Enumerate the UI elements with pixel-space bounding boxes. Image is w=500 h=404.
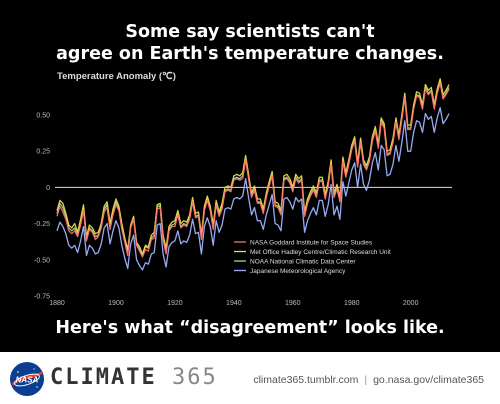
x-tick-label: 1920 <box>167 300 183 307</box>
y-tick-label: -0.50 <box>34 257 50 264</box>
series-lines <box>56 78 450 271</box>
footer-links: climate365.tumblr.com | go.nasa.gov/climat… <box>253 374 484 386</box>
series-line-4 <box>56 107 450 271</box>
legend-label: Japanese Meteorological Agency <box>250 268 346 275</box>
tumblr-link[interactable]: climate365.tumblr.com <box>253 374 359 386</box>
x-tick-label: 1960 <box>285 300 301 307</box>
legend-label: NOAA National Climatic Data Center <box>250 258 356 265</box>
legend: NASA Goddard Institute for Space Studies… <box>234 239 391 275</box>
brand-wordmark: CLIMATE 365 <box>50 365 218 390</box>
y-tick-label: 0 <box>46 185 50 192</box>
headline-bottom: Here's what “disagreement” looks like. <box>55 318 445 338</box>
brand-number: 365 <box>171 365 218 390</box>
y-tick-label: 0.50 <box>36 112 50 119</box>
series-line-3 <box>56 81 450 257</box>
x-tick-label: 1900 <box>108 300 124 307</box>
temperature-anomaly-chart: Temperature Anomaly (℃) 0.50 0.25 0 -0.25 -0… <box>34 71 452 307</box>
x-axis-ticks: 1880 1900 1920 1940 1960 1980 2000 <box>49 300 418 307</box>
y-tick-label: 0.25 <box>36 149 50 156</box>
x-tick-label: 1880 <box>49 300 65 307</box>
legend-label: NASA Goddard Institute for Space Studies <box>250 239 373 246</box>
nasa-link[interactable]: go.nasa.gov/climate365 <box>373 374 484 386</box>
link-separator: | <box>364 374 368 386</box>
x-tick-label: 2000 <box>403 300 419 307</box>
x-tick-label: 1980 <box>344 300 360 307</box>
brand-word: CLIMATE <box>50 365 157 390</box>
series-line-1 <box>56 82 450 258</box>
headline-line-2: agree on Earth's temperature changes. <box>56 44 444 64</box>
x-tick-label: 1940 <box>226 300 242 307</box>
legend-label: Met Office Hadley Centre/Climatic Resear… <box>250 249 391 256</box>
nasa-logo-icon: NASA <box>10 362 44 396</box>
y-axis-ticks: 0.50 0.25 0 -0.25 -0.50 -0.75 <box>34 112 50 300</box>
headline-line-1: Some say scientists can't <box>125 22 375 42</box>
y-axis-label: Temperature Anomaly (℃) <box>57 71 176 82</box>
y-tick-label: -0.25 <box>34 221 50 228</box>
footer-bar: NASA CLIMATE 365 climate365.tumblr.com | g… <box>0 352 500 404</box>
series-line-2 <box>56 78 450 255</box>
svg-text:NASA: NASA <box>16 376 39 385</box>
y-tick-label: -0.75 <box>34 294 50 301</box>
